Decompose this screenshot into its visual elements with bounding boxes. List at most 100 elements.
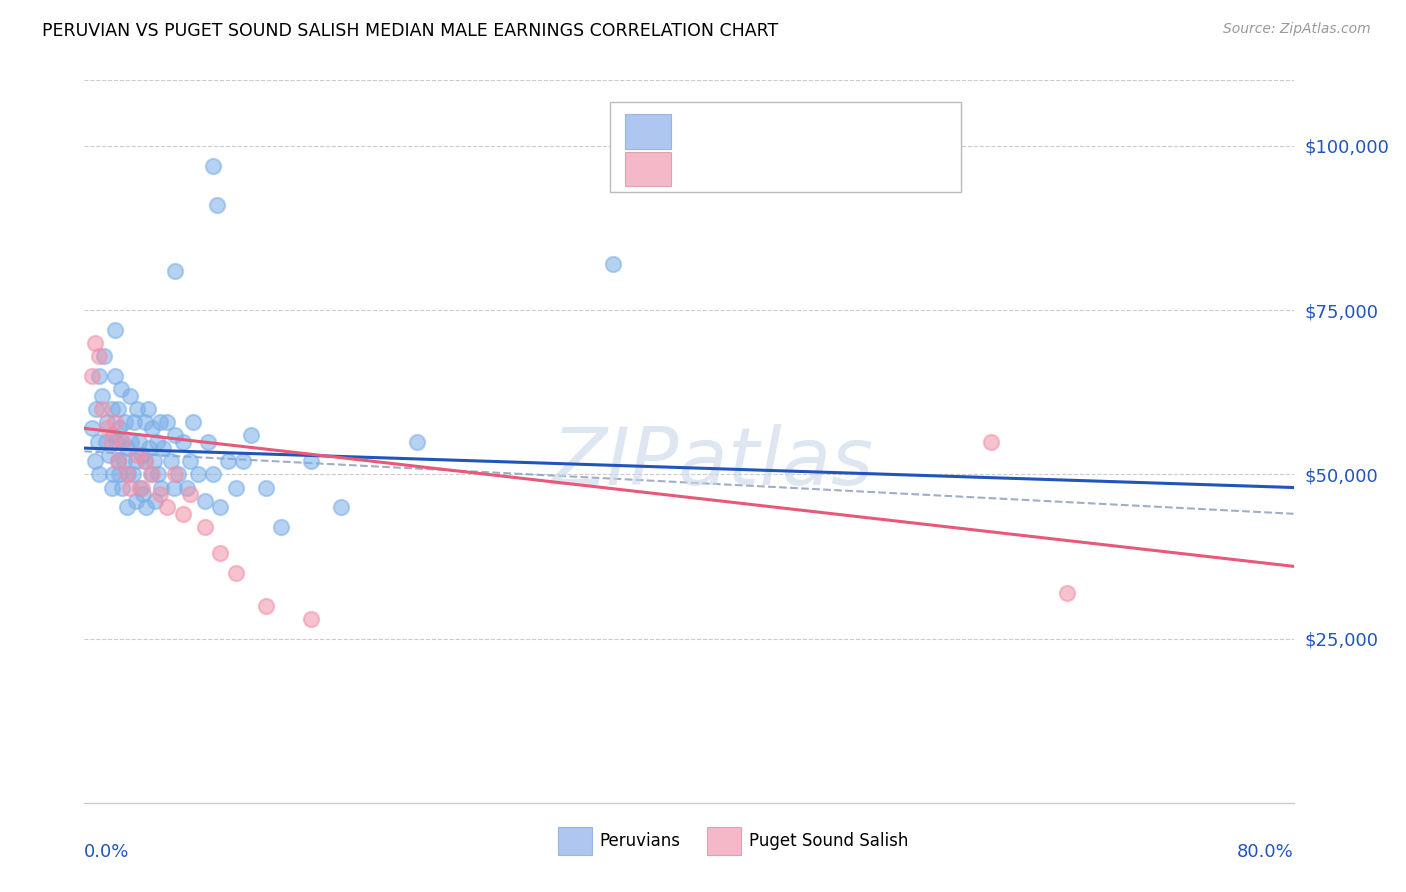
Point [1056, 585, 1078, 599]
Point [125, 454, 148, 468]
Point [602, 257, 624, 271]
Text: Puget Sound Salish: Puget Sound Salish [749, 832, 908, 850]
Point [127, 401, 149, 416]
Point [209, 546, 232, 560]
Point [187, 467, 209, 482]
Point [136, 401, 159, 416]
Point [104, 415, 127, 429]
Point [217, 454, 239, 468]
Text: ZIPatlas: ZIPatlas [553, 425, 875, 502]
Text: 79: 79 [849, 122, 872, 141]
Point [89, 467, 111, 482]
Point [162, 481, 184, 495]
Point [131, 448, 153, 462]
Point [201, 467, 224, 482]
Point [225, 481, 247, 495]
Point [172, 507, 194, 521]
Point [141, 467, 163, 482]
Point [115, 467, 138, 482]
Point [207, 198, 229, 212]
Text: N =: N = [807, 122, 845, 141]
Point [128, 434, 150, 449]
Bar [558, 828, 592, 855]
Point [225, 566, 247, 580]
Point [94, 434, 117, 449]
Point [142, 454, 165, 468]
Point [179, 487, 201, 501]
Point [96, 415, 118, 429]
Point [165, 264, 187, 278]
Point [80, 421, 103, 435]
Point [107, 454, 129, 468]
Point [115, 441, 138, 455]
Point [105, 434, 128, 449]
Point [254, 481, 277, 495]
Text: N =: N = [807, 161, 845, 178]
Point [139, 467, 162, 482]
Point [111, 481, 134, 495]
Point [107, 401, 129, 416]
Text: Source: ZipAtlas.com: Source: ZipAtlas.com [1223, 22, 1371, 37]
Point [93, 349, 115, 363]
Point [104, 368, 127, 383]
Point [112, 454, 135, 468]
Point [149, 415, 172, 429]
Point [89, 368, 111, 383]
Point [125, 493, 148, 508]
Point [111, 434, 134, 449]
Point [134, 454, 156, 468]
Point [146, 434, 169, 449]
Point [299, 454, 322, 468]
Point [156, 415, 179, 429]
Point [980, 434, 1002, 449]
Point [108, 467, 131, 482]
Point [239, 428, 262, 442]
Text: R =: R = [683, 161, 718, 178]
Point [152, 441, 174, 455]
Point [84, 336, 107, 351]
Point [91, 401, 114, 416]
Bar [707, 828, 741, 855]
Bar [624, 114, 671, 149]
Text: Peruvians: Peruvians [599, 832, 681, 850]
Point [194, 493, 217, 508]
Point [80, 368, 103, 383]
Point [172, 434, 194, 449]
Point [96, 421, 118, 435]
Point [197, 434, 219, 449]
Point [179, 454, 201, 468]
FancyBboxPatch shape [610, 102, 962, 193]
Point [120, 434, 142, 449]
Point [181, 415, 204, 429]
Point [100, 434, 122, 449]
Point [122, 415, 145, 429]
Point [110, 382, 132, 396]
Point [254, 599, 277, 613]
Point [138, 441, 160, 455]
Point [101, 467, 124, 482]
Point [91, 388, 114, 402]
Point [150, 481, 173, 495]
Point [299, 612, 322, 626]
Point [134, 415, 156, 429]
Point [89, 349, 111, 363]
Point [176, 481, 198, 495]
Point [129, 481, 152, 495]
Text: R =: R = [683, 122, 718, 141]
Point [131, 481, 153, 495]
Point [330, 500, 353, 515]
Point [148, 467, 170, 482]
Point [87, 434, 110, 449]
Point [114, 415, 136, 429]
Point [134, 454, 156, 468]
Point [118, 388, 141, 402]
Point [127, 448, 149, 462]
Point [149, 487, 172, 501]
Point [135, 500, 157, 515]
Text: -0.217: -0.217 [728, 161, 787, 178]
Point [232, 454, 254, 468]
Point [121, 467, 143, 482]
Point [156, 500, 179, 515]
Point [86, 401, 108, 416]
Point [165, 428, 187, 442]
